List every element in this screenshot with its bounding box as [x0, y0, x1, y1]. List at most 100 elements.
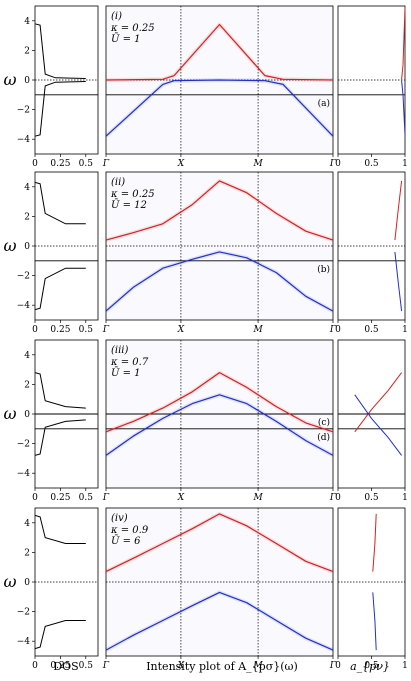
dos-curve	[34, 267, 86, 311]
y-tick-label: −2	[17, 608, 30, 618]
k-tick-label: Γ	[102, 325, 110, 335]
panel-label: (i)	[111, 11, 122, 22]
k-tick-label: M	[252, 325, 263, 335]
band-line	[105, 372, 334, 433]
k-tick-label: Γ	[329, 661, 337, 671]
k-tick-label: Γ	[102, 493, 110, 503]
k-tick-label: X	[177, 325, 185, 335]
y-tick-label: 2	[24, 548, 30, 558]
k-tick-label: Γ	[329, 325, 337, 335]
k-tick-label: M	[252, 661, 263, 671]
apnu-x-tick-label: 0.5	[364, 493, 379, 503]
apnu-x-tick-label: 1	[402, 661, 408, 671]
apnu-x-tick-label: 0.5	[364, 159, 379, 169]
band-line	[105, 591, 334, 651]
dos-x-tick-label: 0.25	[50, 493, 70, 503]
panel-label: (ii)	[111, 177, 125, 188]
apnu-x-tick-label: 0.5	[364, 325, 379, 335]
k-tick-label: X	[177, 159, 185, 169]
k-tick-label: M	[252, 159, 263, 169]
omega-axis-label: ω	[3, 236, 16, 255]
k-tick-label: M	[252, 493, 263, 503]
band-line	[105, 79, 334, 137]
dos-x-tick-label: 0	[32, 159, 38, 169]
dos-axis-label: DOS	[53, 660, 78, 673]
apnu-curve	[394, 251, 403, 312]
dos-curve	[34, 372, 86, 409]
band-line	[105, 180, 334, 241]
apnu-x-tick-label: 0	[335, 159, 341, 169]
hline-label: (d)	[317, 432, 330, 443]
dos-curve	[34, 81, 86, 137]
dos-x-tick-label: 0.5	[79, 159, 94, 169]
apnu-x-tick-label: 0	[335, 661, 341, 671]
panel-param: κ = 0.25	[110, 189, 155, 200]
dos-curve	[34, 620, 86, 650]
apnu-curve	[401, 80, 406, 135]
y-tick-label: −4	[17, 135, 31, 145]
omega-axis-label: ω	[3, 404, 16, 423]
panel-param: Ū = 1	[111, 367, 141, 379]
apnu-curve	[401, 7, 406, 80]
y-tick-label: −2	[17, 272, 30, 282]
k-tick-label: Γ	[102, 159, 110, 169]
y-tick-label: 0	[24, 578, 30, 588]
apnu-x-tick-label: 0	[335, 493, 341, 503]
panel-param: κ = 0.25	[110, 23, 155, 34]
panel-param: Ū = 12	[111, 199, 147, 211]
panel-param: κ = 0.9	[110, 525, 149, 536]
y-tick-label: 4	[24, 351, 30, 361]
y-tick-label: 4	[24, 519, 30, 529]
y-tick-label: 0	[24, 410, 30, 420]
dos-x-tick-label: 0.25	[50, 325, 70, 335]
intensity-axis-label: Intensity plot of A_{pσ}(ω)	[146, 660, 298, 673]
panel-param: Ū = 1	[111, 33, 141, 45]
apnu-curve	[354, 372, 402, 433]
panel-param: κ = 0.7	[110, 357, 149, 368]
apnu-curve	[394, 180, 403, 241]
apnu-x-tick-label: 1	[402, 159, 408, 169]
dos-x-tick-label: 0	[32, 661, 38, 671]
hline-label: (b)	[317, 264, 330, 275]
y-tick-label: 4	[24, 183, 30, 193]
band-line	[105, 513, 334, 573]
apnu-curve	[372, 592, 377, 651]
apnu-curve	[354, 394, 402, 456]
dos-curve	[34, 514, 86, 544]
dos-x-tick-label: 0.5	[79, 661, 94, 671]
apnu-x-tick-label: 1	[402, 325, 408, 335]
dos-x-tick-label: 0	[32, 325, 38, 335]
panel-2: −4 −2 0 2 4 ω (b) 0 0.25 0.5 Γ X M Γ (ii)κ = 0.25Ū = 1…	[3, 171, 408, 335]
apnu-axis-label: a_{pν}	[350, 660, 390, 673]
y-tick-label: 0	[24, 242, 30, 252]
dos-curve	[34, 23, 86, 79]
y-tick-label: 2	[24, 380, 30, 390]
y-tick-label: −4	[17, 469, 31, 479]
k-tick-label: Γ	[102, 661, 110, 671]
y-tick-label: 2	[24, 46, 30, 56]
panel-label: (iii)	[111, 345, 128, 356]
dos-x-tick-label: 0.25	[50, 159, 70, 169]
omega-axis-label: ω	[3, 572, 16, 591]
dos-curve	[34, 181, 86, 225]
y-tick-label: −2	[17, 106, 30, 116]
omega-axis-label: ω	[3, 70, 16, 89]
hline-label: (c)	[318, 417, 330, 428]
dos-x-tick-label: 0.25	[50, 661, 70, 671]
band-line	[105, 23, 334, 81]
panel-label: (iv)	[111, 513, 128, 524]
band-line	[105, 394, 334, 456]
apnu-x-tick-label: 1	[402, 493, 408, 503]
y-tick-label: 0	[24, 76, 30, 86]
hline-label: (a)	[318, 98, 330, 109]
y-tick-label: −2	[17, 440, 30, 450]
apnu-curve	[372, 513, 377, 572]
apnu-x-tick-label: 0.5	[364, 661, 379, 671]
y-tick-label: −4	[17, 301, 31, 311]
k-tick-label: Γ	[329, 159, 337, 169]
y-tick-label: −4	[17, 637, 31, 647]
band-line	[105, 251, 334, 312]
panel-3: −4 −2 0 2 4 ω (c) (d) 0 0.25 0.5 Γ X M Γ (iii)κ = 0.7Ū …	[3, 339, 408, 503]
